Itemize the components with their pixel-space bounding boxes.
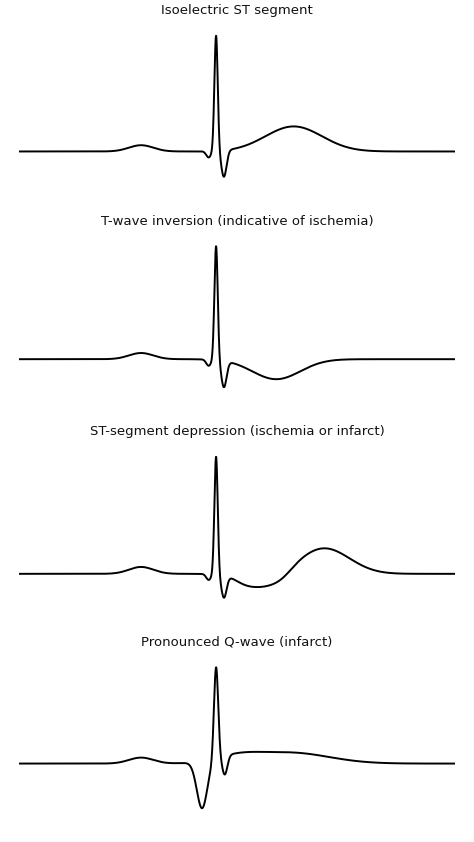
Text: T-wave inversion (indicative of ischemia): T-wave inversion (indicative of ischemia… [100, 215, 374, 227]
Text: Pronounced Q-wave (infarct): Pronounced Q-wave (infarct) [141, 636, 333, 648]
Text: ST-segment depression (ischemia or infarct): ST-segment depression (ischemia or infar… [90, 425, 384, 438]
Text: Isoelectric ST segment: Isoelectric ST segment [161, 4, 313, 17]
